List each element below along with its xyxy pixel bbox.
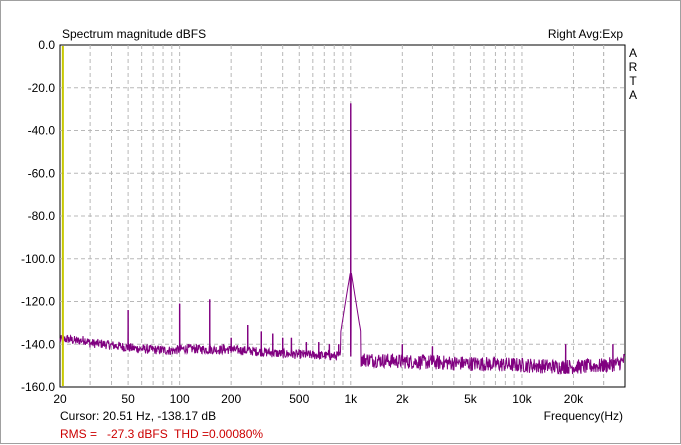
y-tick-label: -140.0 bbox=[21, 337, 55, 351]
y-tick-label: -40.0 bbox=[28, 124, 56, 138]
x-tick-label: 2k bbox=[396, 392, 410, 406]
chart-title: Spectrum magnitude dBFS bbox=[62, 27, 206, 41]
x-tick-label: 1k bbox=[344, 392, 358, 406]
y-axis-ticks: 0.0 -20.0 -40.0 -60.0 -80.0 -100.0 -120.0 -140.… bbox=[21, 38, 55, 394]
rms-label: RMS = bbox=[60, 427, 97, 441]
logo-letter: T bbox=[629, 74, 637, 88]
x-tick-label: 50 bbox=[121, 392, 135, 406]
arta-logo: A R T A bbox=[629, 46, 638, 102]
y-tick-label: -100.0 bbox=[21, 252, 55, 266]
grid bbox=[60, 45, 625, 387]
y-tick-label: -80.0 bbox=[28, 209, 56, 223]
spectrum-trace-layer bbox=[59, 103, 626, 375]
x-tick-label: 500 bbox=[289, 392, 309, 406]
x-axis-ticks: 20 50 100 200 500 1k 2k 5k 10k 20k bbox=[53, 392, 584, 406]
logo-letter: A bbox=[629, 88, 637, 102]
x-tick-label: 5k bbox=[464, 392, 478, 406]
rms-value: -27.3 dBFS bbox=[107, 427, 168, 441]
x-tick-label: 20k bbox=[564, 392, 584, 406]
y-tick-label: -160.0 bbox=[21, 380, 55, 394]
logo-letter: A bbox=[629, 46, 637, 60]
y-tick-label: -120.0 bbox=[21, 295, 55, 309]
channel-label: Right Avg:Exp bbox=[548, 27, 623, 41]
logo-letter: R bbox=[629, 60, 638, 74]
thd-readout: THD =0.00080% bbox=[174, 427, 263, 441]
y-tick-label: 0.0 bbox=[38, 38, 55, 52]
y-tick-label: -60.0 bbox=[28, 166, 56, 180]
x-tick-label: 200 bbox=[221, 392, 241, 406]
cursor-readout: Cursor: 20.51 Hz, -138.17 dB bbox=[60, 409, 216, 423]
x-axis-label: Frequency(Hz) bbox=[544, 409, 623, 423]
x-tick-label: 20 bbox=[53, 392, 67, 406]
x-tick-label: 100 bbox=[170, 392, 190, 406]
y-tick-label: -20.0 bbox=[28, 81, 56, 95]
x-tick-label: 10k bbox=[512, 392, 532, 406]
